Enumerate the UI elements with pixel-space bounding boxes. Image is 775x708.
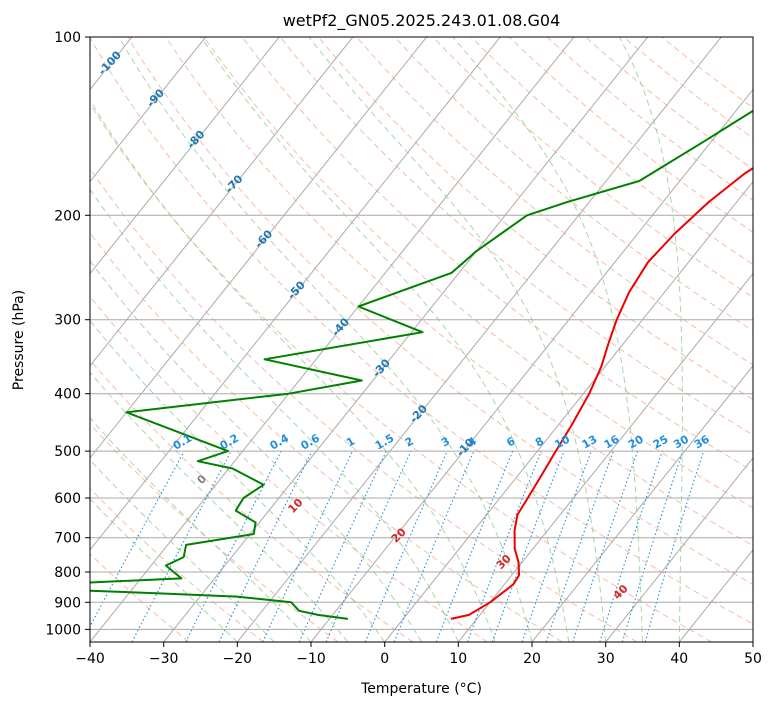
- x-tick-label: 0: [380, 651, 389, 667]
- isotherm-line: [236, 37, 722, 642]
- mixing-ratio-line: [435, 450, 514, 642]
- mixing-ratio-line: [325, 450, 412, 642]
- dry-adiabat-line: [318, 37, 753, 401]
- x-tick-label: −40: [75, 651, 105, 667]
- mixing-ratio-line: [644, 450, 705, 642]
- isotherm-line: [163, 37, 649, 642]
- y-axis-label: Pressure (hPa): [11, 290, 27, 390]
- y-tick-label: 800: [54, 565, 81, 581]
- temperature-profile: [450, 167, 753, 620]
- x-tick-label: 40: [670, 651, 688, 667]
- dewpoint-profile: [90, 109, 753, 620]
- moist-adiabat-line: [618, 37, 683, 642]
- moist-adiabat-line: [452, 37, 643, 642]
- moist-adiabat-line: [90, 260, 422, 642]
- x-tick-label: −10: [296, 651, 326, 667]
- y-tick-label: 400: [54, 387, 81, 403]
- mixing-ratio-line: [364, 450, 448, 642]
- moist-adiabat-line: [90, 371, 349, 642]
- moist-adiabat-line: [90, 498, 238, 642]
- moist-adiabat-line: [90, 99, 496, 642]
- x-tick-label: 50: [744, 651, 762, 667]
- dry-adiabat-line: [90, 102, 712, 642]
- mixing-ratio-line: [545, 450, 614, 642]
- mixing-ratio-line: [572, 450, 639, 642]
- x-tick-label: −20: [223, 651, 253, 667]
- x-tick-label: −30: [149, 651, 179, 667]
- y-tick-label: 200: [54, 208, 81, 224]
- pressure-grid: [90, 37, 753, 630]
- dry-adiabat-line: [90, 37, 753, 625]
- mixing-ratio-line: [90, 450, 185, 628]
- dry-adiabat-line: [432, 37, 753, 298]
- y-tick-label: 100: [54, 30, 81, 46]
- x-tick-label: 30: [597, 651, 615, 667]
- moist-adiabat-line: [200, 37, 570, 642]
- y-tick-label: 1000: [45, 622, 81, 638]
- moist-adiabat-line: [118, 37, 533, 642]
- chart-title: wetPf2_GN05.2025.243.01.08.G04: [283, 11, 561, 31]
- y-axis: 100 200 300 400 500 600 700 800 900 1000: [45, 30, 90, 638]
- plot-frame: [89, 36, 754, 643]
- series-layer: [90, 109, 753, 620]
- mixing-ratio-line: [491, 450, 565, 642]
- y-tick-label: 500: [54, 444, 81, 460]
- mixing-ratio-line: [393, 450, 475, 642]
- background-lines: [90, 37, 753, 642]
- mixing-ratio-line: [466, 450, 542, 642]
- dry-adiabat-line: [90, 231, 563, 642]
- y-tick-label: 300: [54, 313, 81, 329]
- isotherm-line: [90, 37, 354, 367]
- moist-adiabat-line: [308, 37, 607, 642]
- isotherm-line: [457, 272, 753, 642]
- dry-adiabat-line: [165, 37, 753, 547]
- mixing-ratio-line: [621, 450, 684, 642]
- x-tick-label: 20: [523, 651, 541, 667]
- mixing-ratio-line: [521, 450, 592, 642]
- isotherm-line: [90, 37, 207, 183]
- moist-adiabat-line: [90, 320, 386, 642]
- mixing-ratio-line: [185, 450, 282, 642]
- dry-adiabat-line: [203, 37, 753, 509]
- x-axis-label: Temperature (°C): [360, 681, 482, 697]
- y-tick-label: 700: [54, 531, 81, 547]
- moist-adiabat-line: [90, 188, 459, 642]
- y-tick-label: 600: [54, 491, 81, 507]
- isotherm-line: [384, 180, 753, 642]
- y-tick-label: 900: [54, 595, 81, 611]
- dry-adiabat-line: [508, 37, 753, 233]
- dry-adiabat-line: [470, 37, 753, 265]
- dry-adiabat-line: [279, 37, 753, 436]
- dry-adiabat-line: [90, 295, 488, 642]
- x-axis: −40 −30 −20 −10 0 10 20 30 40 50: [75, 642, 762, 667]
- x-tick-label: 10: [449, 651, 467, 667]
- isotherm-line: [90, 37, 501, 551]
- isotherm-line: [605, 457, 753, 642]
- mixing-ratio-line: [599, 450, 663, 642]
- isotherm-line: [90, 37, 280, 275]
- dry-adiabat-line: [241, 37, 753, 472]
- isotherm-line: [531, 364, 753, 642]
- isotherm-line: [90, 37, 428, 459]
- moist-adiabat-line: [90, 459, 275, 642]
